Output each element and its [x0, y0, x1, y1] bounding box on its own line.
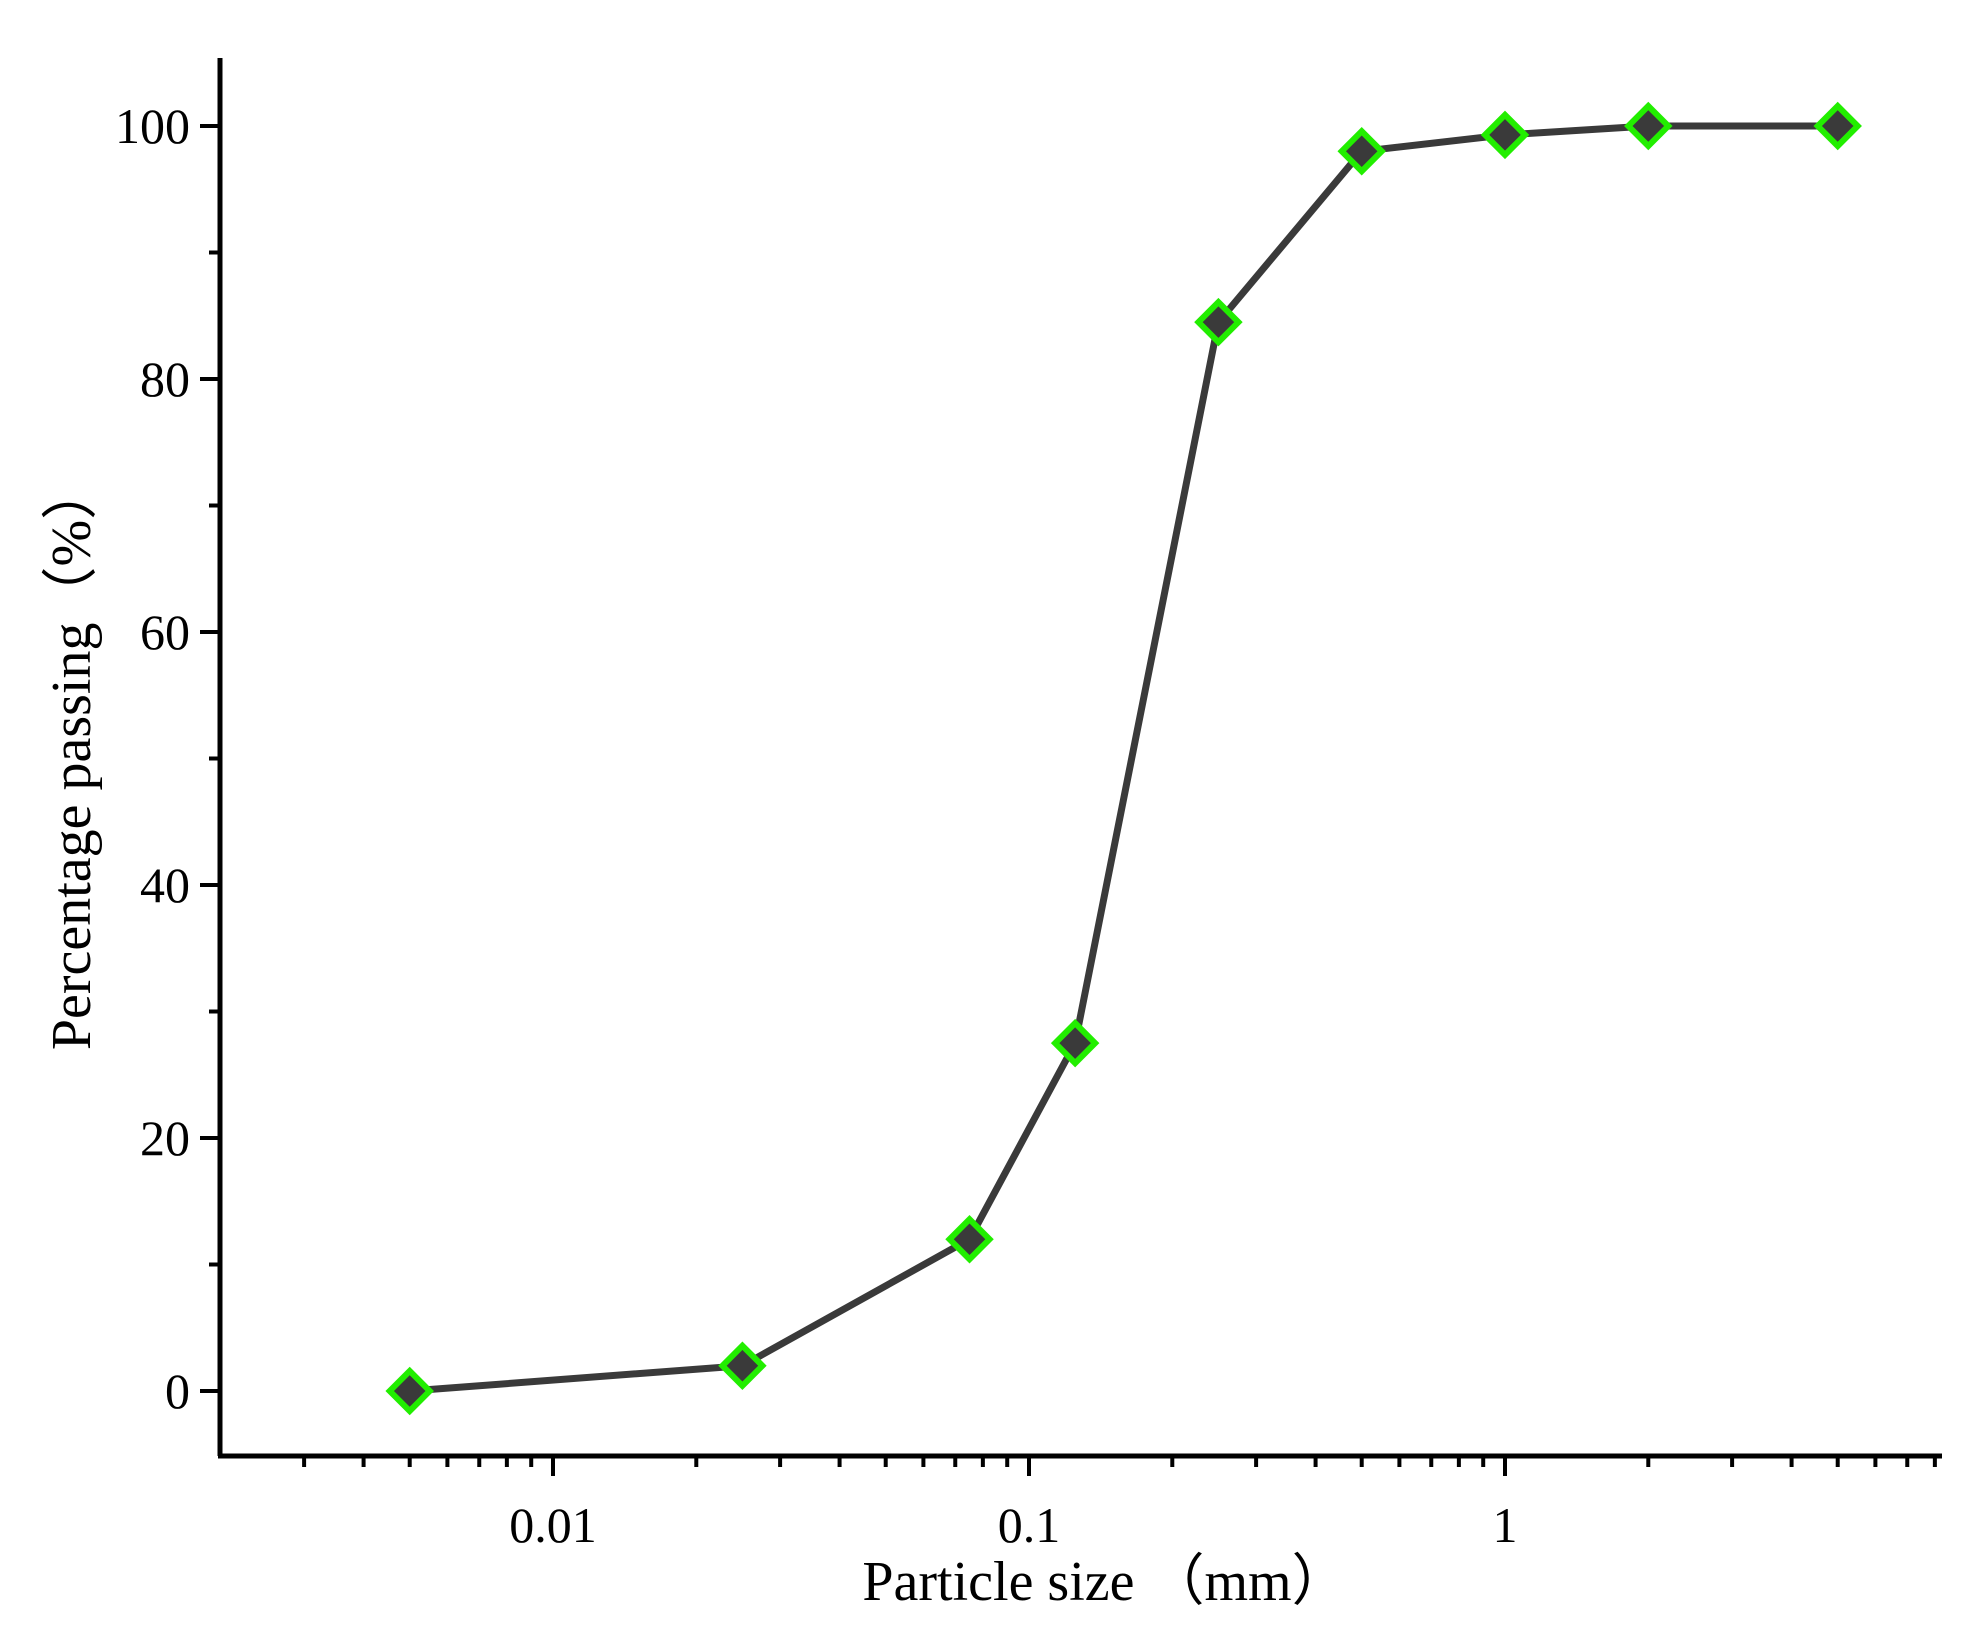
data-point-marker [1194, 297, 1243, 347]
data-point-marker [945, 1214, 994, 1264]
y-tick-label: 80 [140, 351, 190, 407]
data-markers [385, 101, 1862, 1416]
y-tick-label: 60 [140, 604, 190, 660]
x-tick-label: 1 [1493, 1497, 1518, 1553]
data-point-marker [1050, 1018, 1100, 1068]
data-point-marker [1813, 101, 1862, 151]
y-tick-label: 40 [140, 857, 190, 913]
y-axis-title: Percentage passing（%） [41, 464, 103, 1050]
y-tick-label: 0 [165, 1363, 190, 1419]
y-tick-label: 100 [115, 98, 190, 154]
x-axis-title: Particle size （mm） [862, 1551, 1347, 1613]
series-line [409, 122, 1838, 1395]
data-point-marker [1480, 110, 1530, 160]
axes [217, 58, 1942, 1459]
tick-labels: 0 20 40 60 80 100 0.01 0.1 1 [115, 98, 1518, 1553]
data-point-marker [1624, 101, 1673, 151]
x-tick-label: 0.01 [509, 1497, 597, 1553]
data-point-marker [718, 1341, 767, 1390]
data-point-marker [1337, 127, 1386, 176]
y-tick-label: 20 [140, 1110, 190, 1166]
x-tick-label: 0.1 [998, 1497, 1061, 1553]
data-point-marker [385, 1366, 434, 1416]
ticks [200, 124, 1937, 1476]
